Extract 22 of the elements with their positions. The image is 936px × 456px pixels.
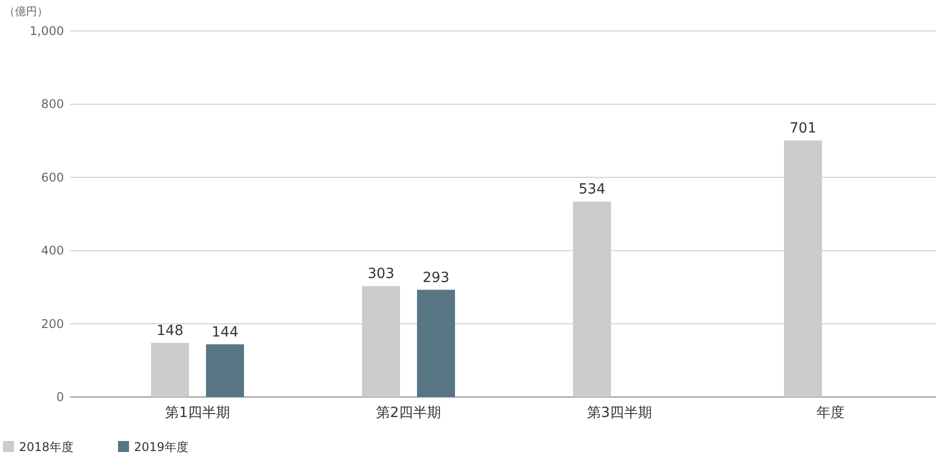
legend-label: 2018年度 xyxy=(19,440,74,454)
y-tick-label: 400 xyxy=(41,244,64,258)
legend-label: 2019年度 xyxy=(134,440,189,454)
data-label: 293 xyxy=(422,270,450,286)
y-tick-label: 1,000 xyxy=(30,24,64,38)
x-tick-label: 第3四半期 xyxy=(587,405,652,421)
y-tick-label: 200 xyxy=(41,316,64,331)
data-label: 144 xyxy=(212,324,238,340)
bar xyxy=(417,290,455,397)
y-tick-label: 600 xyxy=(41,170,64,184)
bar xyxy=(151,342,189,397)
x-tick-label: 年度 xyxy=(816,405,844,421)
y-tick-label: 800 xyxy=(41,97,64,112)
data-label: 148 xyxy=(156,322,184,339)
data-label: 534 xyxy=(578,182,606,198)
x-tick-label: 第1四半期 xyxy=(165,405,230,421)
data-label: 701 xyxy=(790,120,816,136)
y-axis-title: （億円） xyxy=(4,5,48,18)
y-tick-label: 0 xyxy=(56,390,64,404)
bar xyxy=(206,344,244,397)
data-label: 303 xyxy=(368,266,394,282)
x-tick-label: 第2四半期 xyxy=(376,405,441,421)
